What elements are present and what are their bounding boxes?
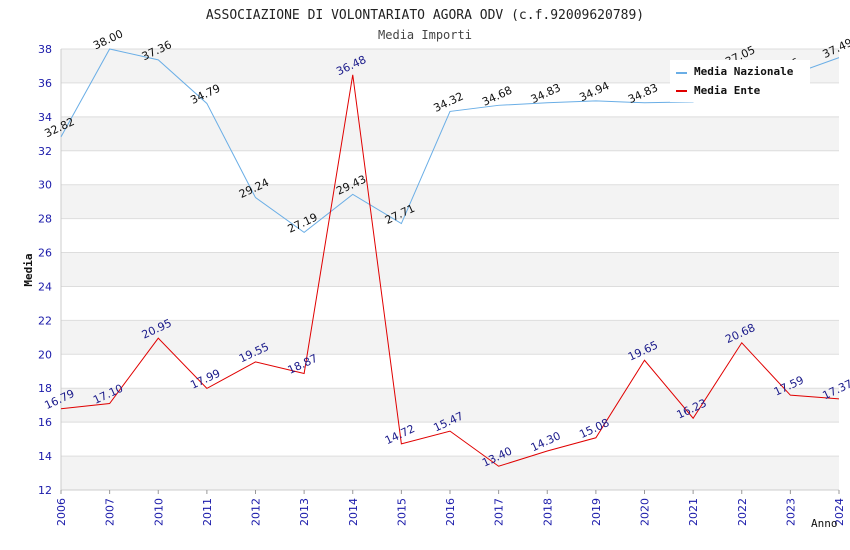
y-tick-label: 20 bbox=[38, 348, 52, 361]
x-tick-label: 2024 bbox=[833, 498, 846, 526]
y-tick-label: 12 bbox=[38, 484, 52, 497]
grid-band bbox=[61, 456, 839, 490]
x-tick-label: 2017 bbox=[493, 498, 506, 526]
series-line-media-ente bbox=[60, 74, 840, 467]
x-tick-label: 2014 bbox=[347, 498, 360, 526]
grid-band bbox=[61, 116, 839, 151]
y-axis-label: Media bbox=[22, 253, 35, 286]
grid-band bbox=[61, 150, 839, 185]
x-axis-label: Anno bbox=[811, 517, 838, 530]
y-tick-label: 38 bbox=[38, 43, 52, 56]
legend: Media Nazionale Media Ente bbox=[670, 60, 810, 102]
y-tick-label: 26 bbox=[38, 247, 52, 260]
x-tick-label: 2007 bbox=[104, 498, 117, 526]
x-tick-label: 2021 bbox=[687, 498, 700, 526]
legend-label-media-ente: Media Ente bbox=[694, 84, 761, 97]
x-tick-label: 2018 bbox=[541, 498, 554, 526]
grid-band bbox=[61, 184, 839, 219]
y-tick-label: 36 bbox=[38, 77, 52, 90]
grid-band bbox=[61, 286, 839, 321]
y-tick-label: 28 bbox=[38, 213, 52, 226]
grid-band bbox=[61, 320, 839, 355]
y-tick-label: 32 bbox=[38, 145, 52, 158]
legend-background bbox=[670, 60, 810, 102]
x-tick-label: 2012 bbox=[250, 498, 263, 526]
x-tick-label: 2006 bbox=[55, 498, 68, 526]
y-tick-label: 18 bbox=[38, 382, 52, 395]
y-tick-label: 30 bbox=[38, 179, 52, 192]
x-tick-label: 2020 bbox=[639, 498, 652, 526]
x-tick-label: 2013 bbox=[298, 498, 311, 526]
chart-subtitle: Media Importi bbox=[378, 28, 472, 42]
chart-title: ASSOCIAZIONE DI VOLONTARIATO AGORA ODV (… bbox=[206, 8, 644, 23]
grid-band bbox=[61, 218, 839, 253]
x-tick-label: 2016 bbox=[444, 498, 457, 526]
grid-band bbox=[61, 354, 839, 389]
grid-band bbox=[61, 422, 839, 457]
grid-band bbox=[61, 252, 839, 287]
y-tick-label: 24 bbox=[38, 280, 52, 293]
x-tick-label: 2010 bbox=[152, 498, 165, 526]
y-tick-label: 14 bbox=[38, 450, 52, 463]
x-tick-label: 2019 bbox=[590, 498, 603, 526]
x-tick-label: 2022 bbox=[736, 498, 749, 526]
legend-label-media-nazionale: Media Nazionale bbox=[694, 65, 794, 78]
x-tick-label: 2011 bbox=[201, 498, 214, 526]
y-tick-label: 22 bbox=[38, 314, 52, 327]
y-tick-label: 16 bbox=[38, 416, 52, 429]
grid-lines bbox=[61, 48, 839, 491]
x-tick-label: 2023 bbox=[784, 498, 797, 526]
x-tick-label: 2015 bbox=[395, 498, 408, 526]
y-tick-label: 34 bbox=[38, 111, 52, 124]
